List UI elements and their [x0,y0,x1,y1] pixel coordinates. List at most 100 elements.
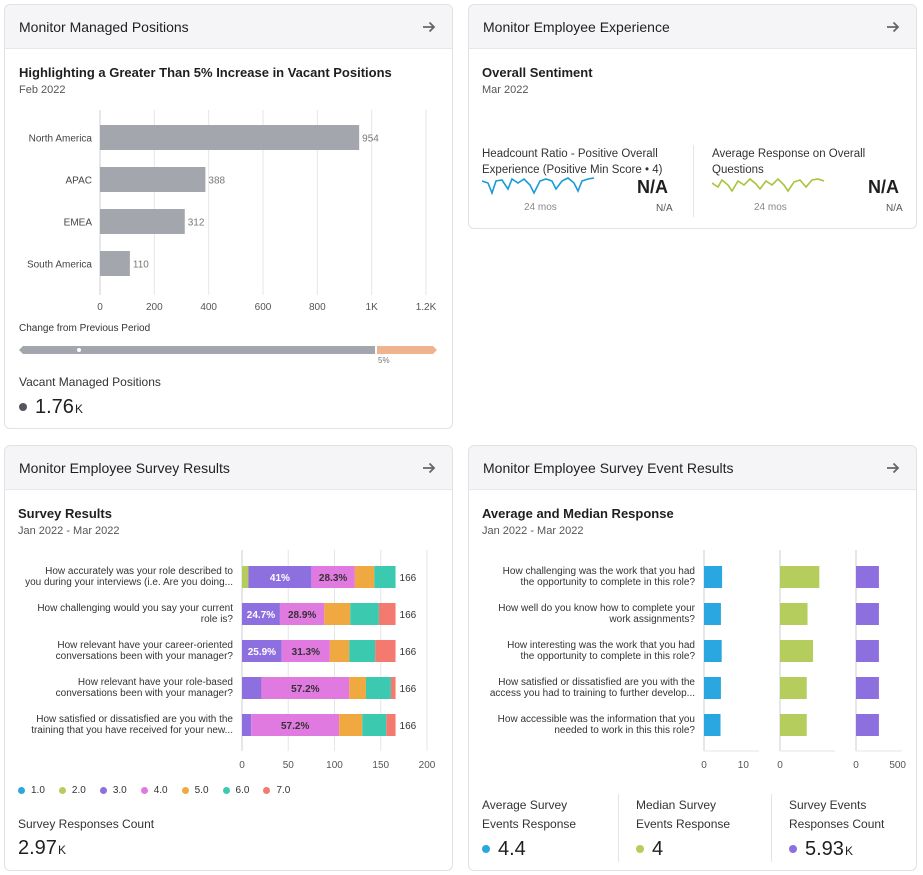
kpi-value: 1.76 K [19,396,83,419]
region-bar-chart: 0 200 400 600 800 1K 1.2K North America 954 APAC 3… [27,110,437,313]
metric-divider [693,145,694,217]
bar [704,714,721,736]
bar [856,566,879,588]
metric2-label: Average Response on Overall Questions [712,148,866,176]
stacked-segment [354,566,375,588]
change-marker [77,348,81,352]
kpi-dot [636,845,644,853]
card-title: Monitor Managed Positions [19,18,189,35]
kpi-label: Median Survey Events Response [636,798,731,831]
bar [704,566,723,588]
arrow-right-icon[interactable] [884,459,902,477]
bar [100,125,360,150]
segment-label: 24.7% [247,610,275,621]
section-date: Jan 2022 - Mar 2022 [482,525,584,537]
x-tick-label: 800 [309,302,326,313]
bar [780,566,820,588]
employee-experience-card: Monitor Employee Experience Overall Sent… [468,4,917,229]
change-bar: 5% [19,346,437,365]
question-label: How challenging was the work that you ha… [502,566,695,588]
value-label: 312 [188,218,205,229]
kpi-value: 5.93 K [789,838,853,861]
segment-label: 57.2% [291,684,319,695]
stacked-segment [362,714,387,736]
bar [704,677,721,699]
legend-item[interactable]: 1.0 [18,785,45,796]
section-date: Jan 2022 - Mar 2022 [18,525,120,537]
value-label: 388 [208,176,225,187]
total-label: 166 [400,573,417,584]
bar [100,209,185,234]
change-label: Change from Previous Period [19,323,151,334]
x-tick-label: 600 [255,302,272,313]
question-label: How relevant have your career-oriented co… [55,640,233,662]
segment-label: 41% [270,573,290,584]
question-label: How accurately was your role described t… [25,566,233,588]
metric2-period: 24 mos [754,202,787,213]
legend-item[interactable]: 7.0 [263,785,290,796]
stacked-segment [365,677,391,699]
legend-item[interactable]: 3.0 [99,785,127,796]
chart-date: Feb 2022 [19,84,66,96]
segment-label: 25.9% [248,647,276,658]
metric2-sparkline [712,177,825,193]
stacked-segment [374,566,396,588]
stacked-segment [378,603,396,625]
metric1-sub: N/A [656,203,673,214]
stacked-segment [242,566,249,588]
kpi-dot [482,845,490,853]
x-tick-label: 0 [853,760,859,771]
kpi-label: Vacant Managed Positions [19,375,161,389]
stacked-segment [242,603,280,625]
arrow-right-icon[interactable] [420,18,438,36]
arrow-right-icon[interactable] [420,459,438,477]
category-label: EMEA [64,218,93,229]
kpi-dot [19,403,27,411]
kpi-label: Survey Events Responses Count [789,798,885,831]
total-label: 166 [400,684,417,695]
card-title: Monitor Employee Survey Event Results [483,459,734,476]
stacked-segment [251,714,340,736]
x-tick-label: 200 [419,760,436,771]
card-title: Monitor Employee Survey Results [19,459,230,476]
stacked-segment [279,603,325,625]
x-tick-label: 1K [366,302,379,313]
stacked-segment [339,714,363,736]
legend-item[interactable]: 6.0 [222,785,249,796]
x-tick-label: 150 [372,760,389,771]
stacked-segment [242,714,252,736]
segment-label: 28.3% [319,573,347,584]
stacked-segment [349,677,366,699]
bar [100,167,206,192]
card-header: Monitor Employee Survey Event Results [469,446,916,490]
segment-label: 31.3% [292,647,320,658]
bar [856,640,879,662]
bar [780,640,814,662]
section-title: Survey Results [18,506,112,521]
card-title: Monitor Employee Experience [483,18,670,35]
legend-item[interactable]: 4.0 [140,785,168,796]
arrow-right-icon[interactable] [884,18,902,36]
kpi-label: Survey Responses Count [18,817,155,831]
bar [100,251,130,276]
stacked-segment [324,603,351,625]
x-tick-label: 1.2K [416,302,437,313]
survey-event-results-card: Monitor Employee Survey Event Results Av… [468,445,917,871]
legend-item[interactable]: 2.0 [58,785,86,796]
stacked-segment [386,714,396,736]
stacked-segment [375,640,396,662]
event-bar-chart: 0 10 0 0 500 [701,550,906,771]
section-title: Overall Sentiment [482,65,593,80]
stacked-segment [242,677,262,699]
bar [704,640,722,662]
x-tick-label: 200 [146,302,163,313]
question-label: How interesting was the work that you ha… [507,640,695,662]
segment-label: 57.2% [281,721,309,732]
x-tick-label: 0 [777,760,783,771]
section-date: Mar 2022 [482,84,529,96]
kpi-divider [771,794,772,862]
metric1-sparkline [482,177,595,196]
value-label: 110 [133,260,149,271]
legend-item[interactable]: 5.0 [181,785,209,796]
card-header: Monitor Employee Survey Results [5,446,452,490]
